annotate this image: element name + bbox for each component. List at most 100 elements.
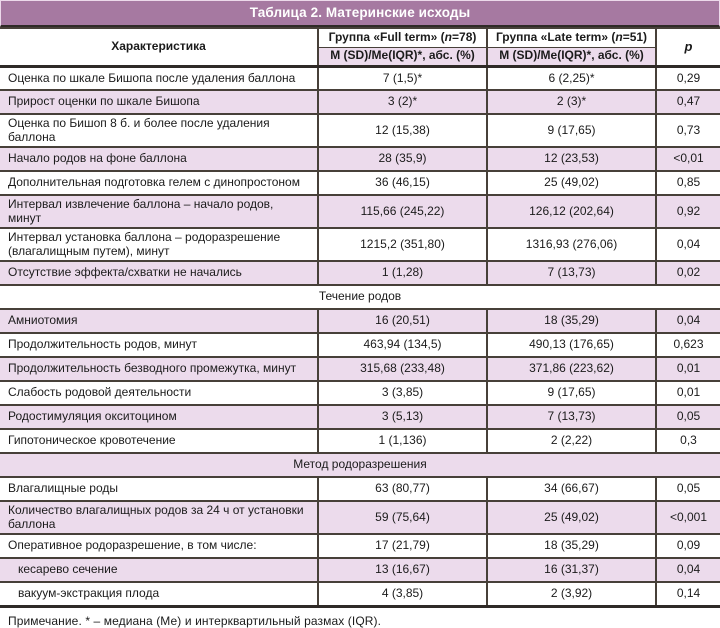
late-term-value: 9 (17,65) — [486, 113, 656, 147]
p-value: 0,04 — [655, 557, 720, 582]
p-value: <0,01 — [655, 146, 720, 171]
characteristic-cell: Количество влагалищных родов за 24 ч от … — [0, 500, 318, 534]
table-row: Оценка по шкале Бишопа после удаления ба… — [0, 65, 720, 90]
full-term-value: 12 (15,38) — [317, 113, 487, 147]
characteristic-cell: Слабость родовой деятельности — [0, 380, 318, 405]
late-term-value: 2 (3)* — [486, 89, 656, 114]
characteristic-cell: Отсутствие эффекта/схватки не начались — [0, 260, 318, 285]
p-value: 0,01 — [655, 380, 720, 405]
column-header-characteristic: Характеристика — [0, 27, 318, 68]
full-term-value: 36 (46,15) — [317, 170, 487, 195]
characteristic-cell: Продолжительность родов, минут — [0, 332, 318, 357]
characteristic-cell: Интервал извлечение баллона – начало род… — [0, 194, 318, 228]
characteristic-cell: Прирост оценки по шкале Бишопа — [0, 89, 318, 114]
full-term-value: 463,94 (134,5) — [317, 332, 487, 357]
column-header-p: p — [655, 27, 720, 68]
characteristic-cell: Оценка по шкале Бишопа после удаления ба… — [0, 65, 318, 90]
p-value: 0,3 — [655, 428, 720, 453]
characteristic-cell: Амниотомия — [0, 308, 318, 333]
late-term-value: 490,13 (176,65) — [486, 332, 656, 357]
section-label: Течение родов — [0, 284, 720, 309]
table-row: Амниотомия 16 (20,51) 18 (35,29) 0,04 — [0, 308, 720, 333]
p-value: 0,47 — [655, 89, 720, 114]
section-row: Метод родоразрешения — [0, 452, 720, 477]
full-term-value: 16 (20,51) — [317, 308, 487, 333]
full-term-value: 315,68 (233,48) — [317, 356, 487, 381]
table-row: Оперативное родоразрешение, в том числе:… — [0, 533, 720, 558]
full-term-value: 3 (3,85) — [317, 380, 487, 405]
table-row: Начало родов на фоне баллона 28 (35,9) 12 … — [0, 146, 720, 171]
characteristic-cell: Начало родов на фоне баллона — [0, 146, 318, 171]
p-value: 0,02 — [655, 260, 720, 285]
full-term-value: 3 (5,13) — [317, 404, 487, 429]
p-value: 0,29 — [655, 65, 720, 90]
n-symbol: n — [444, 30, 453, 44]
p-value: 0,04 — [655, 227, 720, 261]
characteristic-cell: Влагалищные роды — [0, 476, 318, 501]
table-row: Количество влагалищных родов за 24 ч от … — [0, 500, 720, 534]
p-value: 0,05 — [655, 476, 720, 501]
late-term-value: 12 (23,53) — [486, 146, 656, 171]
characteristic-cell: Оценка по Бишоп 8 б. и более после удале… — [0, 113, 318, 147]
section-row: Течение родов — [0, 284, 720, 309]
subheader-measure-late-term: М (SD)/Ме(IQR)*, абс. (%) — [486, 46, 656, 68]
subheader-measure-full-term: М (SD)/Ме(IQR)*, абс. (%) — [317, 46, 487, 68]
late-term-value: 7 (13,73) — [486, 260, 656, 285]
late-term-value: 2 (2,22) — [486, 428, 656, 453]
characteristic-cell: кесарево сечение — [0, 557, 318, 582]
characteristic-cell: Дополнительная подготовка гелем с динопр… — [0, 170, 318, 195]
characteristic-cell: Гипотоническое кровотечение — [0, 428, 318, 453]
late-term-value: 16 (31,37) — [486, 557, 656, 582]
column-header-full-term: Группа «Full term» (n=78) — [317, 27, 487, 47]
full-term-value: 7 (1,5)* — [317, 65, 487, 90]
table-header: Характеристика Группа «Full term» (n=78)… — [0, 27, 720, 68]
late-term-value: 34 (66,67) — [486, 476, 656, 501]
table-row: Влагалищные роды 63 (80,77) 34 (66,67) 0,05 — [0, 476, 720, 501]
late-term-value: 18 (35,29) — [486, 533, 656, 558]
late-term-value: 18 (35,29) — [486, 308, 656, 333]
table-row: Продолжительность безводного промежутка,… — [0, 356, 720, 381]
p-value: 0,85 — [655, 170, 720, 195]
p-value: 0,92 — [655, 194, 720, 228]
late-term-value: 7 (13,73) — [486, 404, 656, 429]
late-term-value: 25 (49,02) — [486, 500, 656, 534]
full-term-value: 13 (16,67) — [317, 557, 487, 582]
full-term-value: 1 (1,136) — [317, 428, 487, 453]
late-term-value: 126,12 (202,64) — [486, 194, 656, 228]
characteristic-cell: Продолжительность безводного промежутка,… — [0, 356, 318, 381]
full-term-value: 1215,2 (351,80) — [317, 227, 487, 261]
column-header-late-term: Группа «Late term» (n=51) — [486, 27, 656, 47]
full-term-value: 1 (1,28) — [317, 260, 487, 285]
table-row: Интервал установка баллона – родоразреше… — [0, 227, 720, 261]
p-value: 0,01 — [655, 356, 720, 381]
late-term-value: 25 (49,02) — [486, 170, 656, 195]
characteristic-cell: Родостимуляция окситоцином — [0, 404, 318, 429]
characteristic-cell: Оперативное родоразрешение, в том числе: — [0, 533, 318, 558]
table-footnote: Примечание. * – медиана (Ме) и интерквар… — [8, 613, 382, 628]
characteristic-cell: Интервал установка баллона – родоразреше… — [0, 227, 318, 261]
table-row: Дополнительная подготовка гелем с динопр… — [0, 170, 720, 195]
late-term-value: 9 (17,65) — [486, 380, 656, 405]
p-value: 0,05 — [655, 404, 720, 429]
table-row: Отсутствие эффекта/схватки не начались 1 … — [0, 260, 720, 285]
late-term-value: 1316,93 (276,06) — [486, 227, 656, 261]
p-value: 0,09 — [655, 533, 720, 558]
section-label: Метод родоразрешения — [0, 452, 720, 477]
table-row: Гипотоническое кровотечение 1 (1,136) 2 (2… — [0, 428, 720, 453]
table-row: Интервал извлечение баллона – начало род… — [0, 194, 720, 228]
table-title: Таблица 2. Материнские исходы — [0, 0, 720, 27]
p-value: <0,001 — [655, 500, 720, 534]
full-term-value: 28 (35,9) — [317, 146, 487, 171]
full-term-value: 59 (75,64) — [317, 500, 487, 534]
full-term-value: 115,66 (245,22) — [317, 194, 487, 228]
n-symbol: n — [615, 30, 623, 44]
late-term-value: 371,86 (223,62) — [486, 356, 656, 381]
full-term-value: 17 (21,79) — [317, 533, 487, 558]
table-row: Родостимуляция окситоцином 3 (5,13) 7 (13,… — [0, 404, 720, 429]
p-value: 0,623 — [655, 332, 720, 357]
full-term-value: 63 (80,77) — [317, 476, 487, 501]
table-body: Оценка по шкале Бишопа после удаления ба… — [0, 65, 720, 606]
table-row: Оценка по Бишоп 8 б. и более после удале… — [0, 113, 720, 147]
table-row: Прирост оценки по шкале Бишопа 3 (2)* 2 (3… — [0, 89, 720, 114]
late-term-value: 6 (2,25)* — [486, 65, 656, 90]
